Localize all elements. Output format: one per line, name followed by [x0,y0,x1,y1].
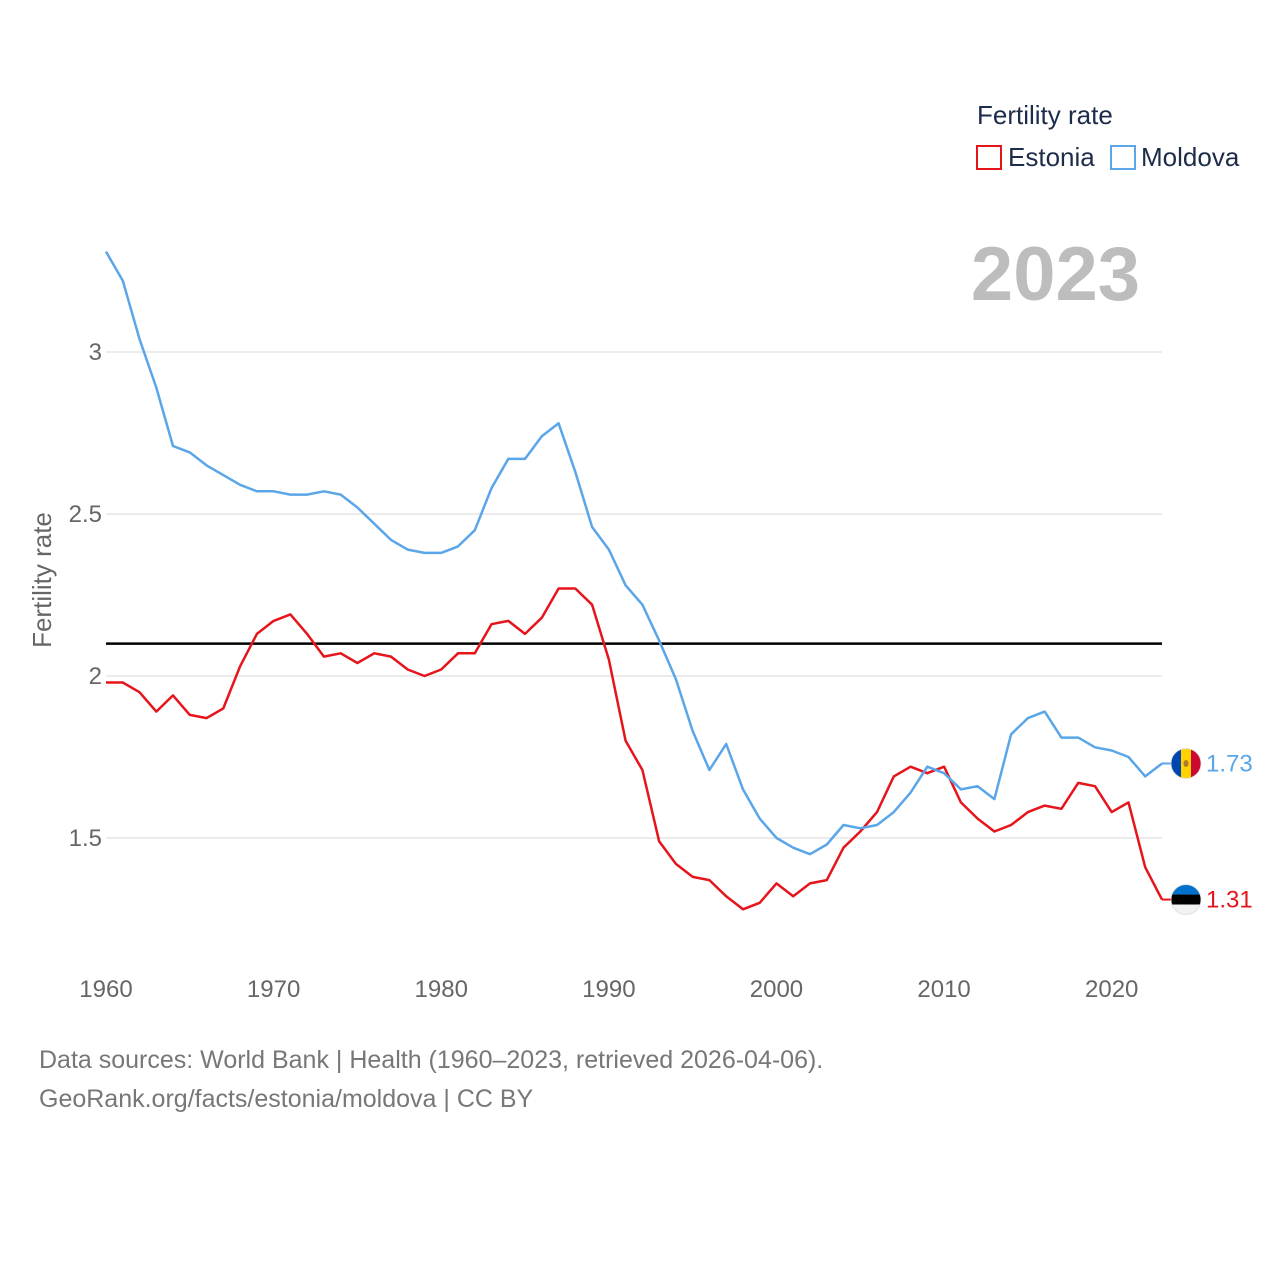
y-axis-title: Fertility rate [27,512,57,648]
x-tick-label: 1970 [247,976,300,1003]
x-tick-label: 1960 [79,976,132,1003]
series-line-moldova [104,250,1163,856]
moldova-flag-icon [1170,748,1202,779]
year-label: 2023 [971,232,1140,317]
legend-swatch-moldova [1110,145,1136,170]
legend-title: Fertility rate [977,100,1113,130]
legend: Fertility rate Estonia Moldova [976,100,1240,172]
estonia-flag-icon [1170,884,1202,915]
x-tick-label: 2010 [917,976,970,1003]
legend-swatch-estonia [976,145,1002,170]
y-axis-ticks: 1.5 2 2.5 3 [69,339,102,852]
x-tick-label: 2000 [750,976,803,1003]
y-tick-label: 3 [89,339,102,366]
legend-label-estonia: Estonia [1008,142,1095,172]
y-tick-label: 1.5 [69,825,102,852]
x-tick-label: 1990 [582,976,635,1003]
end-value-label-moldova: 1.73 [1206,750,1253,777]
source-line-1: Data sources: World Bank | Health (1960–… [39,1046,824,1074]
y-tick-label: 2.5 [69,501,102,528]
legend-label-moldova: Moldova [1141,142,1240,172]
grid-lines [106,351,1162,839]
end-value-label-estonia: 1.31 [1206,887,1253,914]
data-series [104,250,1164,911]
x-tick-label: 1980 [415,976,468,1003]
source-line-2: GeoRank.org/facts/estonia/moldova | CC B… [39,1085,534,1113]
x-tick-label: 2020 [1085,976,1138,1003]
x-axis-ticks: 1960 1970 1980 1990 2000 2010 2020 [79,976,1138,1003]
y-tick-label: 2 [89,663,102,690]
series-line-estonia [106,587,1164,911]
series-end-markers: 1.31 1.73 [1162,748,1253,915]
